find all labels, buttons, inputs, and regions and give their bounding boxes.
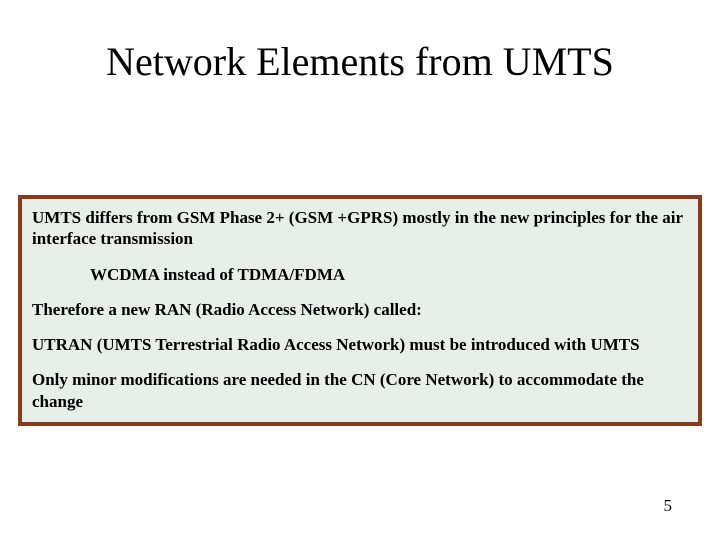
content-box: UMTS differs from GSM Phase 2+ (GSM +GPR…: [18, 195, 702, 426]
paragraph: WCDMA instead of TDMA/FDMA: [32, 264, 688, 285]
paragraph: UTRAN (UMTS Terrestrial Radio Access Net…: [32, 334, 688, 355]
paragraph: UMTS differs from GSM Phase 2+ (GSM +GPR…: [32, 207, 688, 250]
paragraph: Therefore a new RAN (Radio Access Networ…: [32, 299, 688, 320]
slide-title: Network Elements from UMTS: [0, 38, 720, 85]
page-number: 5: [664, 496, 673, 516]
paragraph: Only minor modifications are needed in t…: [32, 369, 688, 412]
